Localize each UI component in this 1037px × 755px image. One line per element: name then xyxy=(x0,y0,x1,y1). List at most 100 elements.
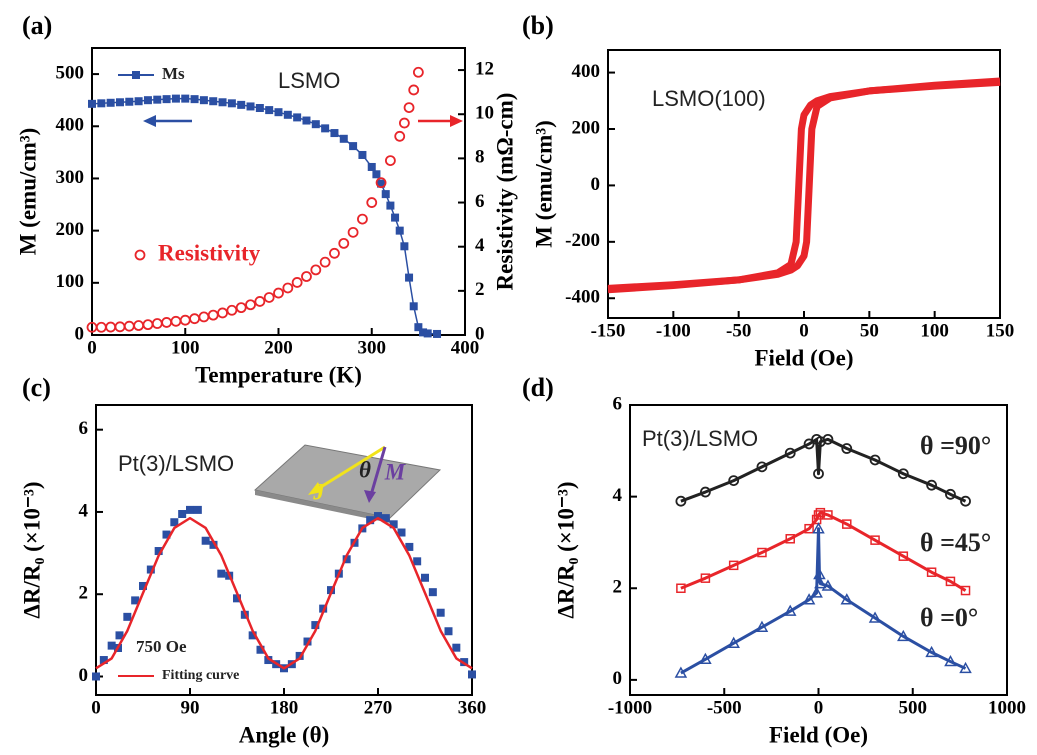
marker xyxy=(452,643,461,652)
y-tick-label: 300 xyxy=(56,167,85,188)
marker xyxy=(193,505,202,514)
marker xyxy=(189,313,200,325)
x-tick-label: 1000 xyxy=(988,697,1026,718)
annotation: Pt(3)/LSMO xyxy=(642,426,758,451)
marker xyxy=(436,608,445,617)
marker xyxy=(822,433,834,445)
marker xyxy=(357,213,368,225)
marker xyxy=(823,510,833,520)
x-tick-label: 270 xyxy=(364,697,393,718)
y-tick-label: 500 xyxy=(56,62,85,83)
y-axis-label: ΔR/R₀ (×10⁻³) xyxy=(19,481,44,618)
annotation: LSMO xyxy=(278,68,340,93)
x-axis-label: Temperature (K) xyxy=(195,362,362,387)
legend-label: θ =0° xyxy=(920,603,978,632)
x-tick-label: 0 xyxy=(87,337,97,358)
arrow-head xyxy=(450,115,463,127)
annotation: LSMO(100) xyxy=(652,86,766,111)
marker xyxy=(99,656,108,665)
marker xyxy=(419,328,428,337)
x-tick-label: 500 xyxy=(899,697,928,718)
marker xyxy=(391,213,400,222)
legend-label: Fitting curve xyxy=(162,668,239,683)
marker xyxy=(728,475,740,486)
y-tick-label: 2 xyxy=(79,583,89,604)
x-tick-label: -500 xyxy=(707,697,742,718)
marker xyxy=(868,611,882,623)
x-tick-label: 90 xyxy=(181,697,200,718)
marker xyxy=(398,117,410,129)
marker xyxy=(162,530,171,539)
marker xyxy=(209,540,218,549)
marker xyxy=(283,110,292,119)
marker xyxy=(146,565,155,574)
marker xyxy=(757,547,767,558)
panel: (d) -1000 -500 0 500 1000 0 2 4 6 Field (Oe) ΔR/R₀ … xyxy=(522,373,1026,747)
marker xyxy=(171,94,180,103)
y-tick-label: 4 xyxy=(79,500,89,521)
marker xyxy=(960,585,971,596)
marker xyxy=(674,666,688,678)
marker xyxy=(405,542,414,551)
marker xyxy=(395,226,404,235)
marker xyxy=(131,596,140,605)
x-tick-label: -50 xyxy=(726,320,751,341)
marker xyxy=(842,519,852,529)
arrow-head xyxy=(364,490,376,503)
marker xyxy=(273,287,284,299)
marker xyxy=(143,96,152,105)
marker xyxy=(403,102,415,114)
marker xyxy=(154,547,163,556)
marker xyxy=(162,95,171,104)
panel: (b) -150 -100 -50 0 50 100 150 -400 -200 0 200 400 Fi… xyxy=(522,11,1014,370)
marker xyxy=(400,242,409,251)
marker xyxy=(347,226,359,238)
series-line xyxy=(680,437,967,503)
panel-label: (a) xyxy=(22,11,52,40)
legend-label: Resistivity xyxy=(158,240,261,265)
marker xyxy=(700,486,711,498)
legend-marker xyxy=(134,249,146,261)
x-tick-label: 200 xyxy=(264,337,293,358)
y2-tick-label: 0 xyxy=(475,323,485,344)
marker xyxy=(134,97,143,106)
y2-tick-label: 8 xyxy=(475,147,485,168)
marker xyxy=(209,97,218,106)
marker xyxy=(869,454,881,466)
marker xyxy=(178,510,187,519)
marker xyxy=(92,672,100,681)
marker xyxy=(841,443,853,454)
marker xyxy=(170,518,179,527)
marker xyxy=(675,495,687,507)
marker xyxy=(319,256,331,268)
marker xyxy=(783,604,797,616)
marker xyxy=(756,461,768,473)
marker xyxy=(870,535,880,545)
marker xyxy=(381,190,390,199)
x-tick-label: 100 xyxy=(171,337,200,358)
marker xyxy=(785,534,795,544)
y-tick-label: 2 xyxy=(613,577,623,598)
marker xyxy=(235,302,247,314)
x-tick-label: 400 xyxy=(451,337,480,358)
y2-tick-label: 4 xyxy=(475,235,485,256)
marker xyxy=(181,94,190,103)
marker xyxy=(151,318,163,329)
marker xyxy=(161,317,173,328)
marker xyxy=(349,142,358,151)
marker xyxy=(179,314,191,326)
marker xyxy=(125,97,134,106)
panel: (a)0 100 200 300 400010020030040050002468101… xyxy=(15,11,517,387)
panel-label: (b) xyxy=(522,11,554,40)
marker xyxy=(338,237,350,249)
marker xyxy=(813,510,824,520)
marker xyxy=(676,583,686,594)
marker xyxy=(201,536,210,545)
marker xyxy=(282,282,294,294)
y-axis-label: M (emu/cm³) xyxy=(15,128,40,256)
marker xyxy=(804,523,814,534)
x-tick-label: 0 xyxy=(799,320,809,341)
marker xyxy=(421,573,429,582)
y2-tick-label: 6 xyxy=(475,191,485,212)
